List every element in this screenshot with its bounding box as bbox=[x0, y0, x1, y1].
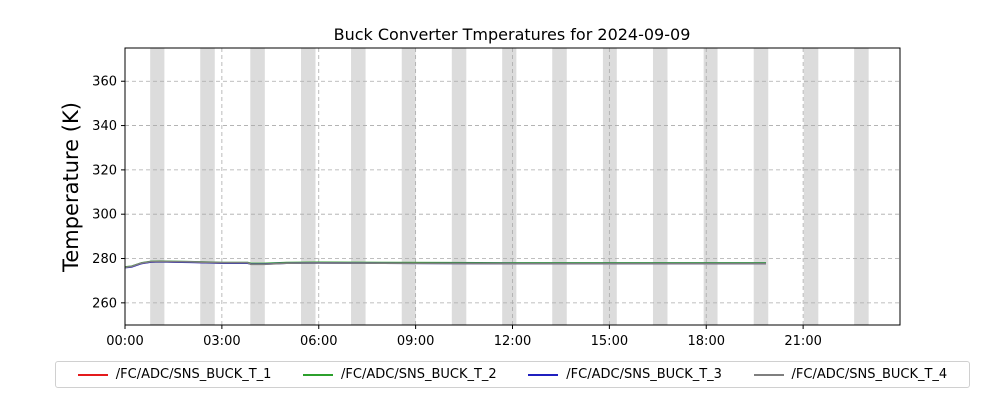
y-tick-label-6: 360 bbox=[92, 75, 117, 90]
shaded-band-7 bbox=[451, 48, 467, 325]
shaded-bands bbox=[150, 48, 869, 325]
grid-lines bbox=[125, 48, 900, 325]
legend-entry-1: /FC/ADC/SNS_BUCK_T_1 bbox=[77, 367, 272, 382]
y-tick-label-2: 280 bbox=[92, 252, 117, 267]
x-axis-ticks: 00:00 03:00 06:00 09:00 12:00 15:00 18:00 21:00 bbox=[106, 325, 822, 349]
legend-label-3: /FC/ADC/SNS_BUCK_T_3 bbox=[566, 367, 722, 382]
shaded-band-1 bbox=[150, 48, 165, 325]
legend-label-4: /FC/ADC/SNS_BUCK_T_4 bbox=[791, 367, 948, 382]
legend-entry-2: /FC/ADC/SNS_BUCK_T_2 bbox=[303, 367, 497, 382]
shaded-band-6 bbox=[401, 48, 416, 325]
y-axis-ticks: 260 280 300 320 340 360 bbox=[92, 75, 125, 311]
x-tick-label-4: 09:00 bbox=[397, 334, 434, 349]
shaded-band-4 bbox=[300, 48, 316, 325]
x-tick-label-6: 15:00 bbox=[591, 334, 628, 349]
shaded-band-8 bbox=[502, 48, 517, 325]
shaded-band-9 bbox=[552, 48, 567, 325]
shaded-band-13 bbox=[753, 48, 769, 325]
shaded-band-14 bbox=[803, 48, 819, 325]
y-tick-label-5: 340 bbox=[92, 119, 117, 134]
shaded-band-11 bbox=[652, 48, 668, 325]
shaded-band-2 bbox=[200, 48, 215, 325]
series-line-4 bbox=[124, 260, 766, 269]
chart-title: Buck Converter Tmperatures for 2024-09-0… bbox=[334, 25, 691, 44]
x-tick-label-2: 03:00 bbox=[203, 334, 240, 349]
legend: /FC/ADC/SNS_BUCK_T_1 /FC/ADC/SNS_BUCK_T_… bbox=[55, 361, 970, 388]
shaded-band-10 bbox=[602, 48, 617, 325]
y-tick-label-3: 300 bbox=[92, 208, 117, 223]
legend-swatch-4 bbox=[753, 373, 784, 376]
legend-swatch-1 bbox=[77, 373, 108, 376]
legend-label-2: /FC/ADC/SNS_BUCK_T_2 bbox=[341, 367, 497, 382]
x-tick-label-1: 00:00 bbox=[106, 334, 143, 349]
legend-label-1: /FC/ADC/SNS_BUCK_T_1 bbox=[115, 367, 272, 382]
y-tick-label-1: 260 bbox=[92, 296, 117, 311]
y-tick-label-4: 320 bbox=[92, 163, 117, 178]
x-tick-label-3: 06:00 bbox=[300, 334, 337, 349]
series-lines bbox=[124, 260, 766, 269]
legend-swatch-3 bbox=[528, 373, 559, 376]
shaded-band-12 bbox=[703, 48, 718, 325]
x-tick-label-7: 18:00 bbox=[688, 334, 725, 349]
legend-entry-3: /FC/ADC/SNS_BUCK_T_3 bbox=[528, 367, 722, 382]
x-tick-label-5: 12:00 bbox=[494, 334, 531, 349]
legend-entry-4: /FC/ADC/SNS_BUCK_T_4 bbox=[753, 367, 948, 382]
x-tick-label-8: 21:00 bbox=[784, 334, 821, 349]
shaded-band-3 bbox=[250, 48, 265, 325]
legend-swatch-2 bbox=[303, 373, 334, 376]
shaded-band-15 bbox=[854, 48, 869, 325]
y-axis-label: Temperature (K) bbox=[59, 102, 83, 273]
shaded-band-5 bbox=[351, 48, 366, 325]
